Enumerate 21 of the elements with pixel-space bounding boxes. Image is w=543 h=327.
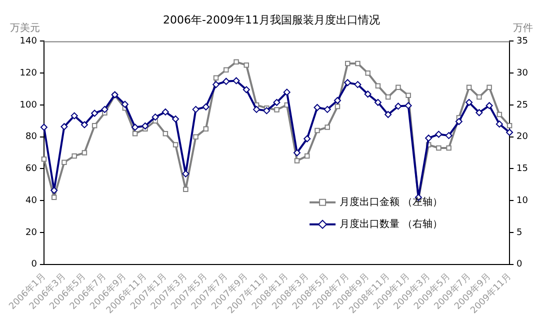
y-tick-label: 0 [31,260,38,270]
legend-label: 月度出口数量 （右轴） [340,218,443,230]
y2-tick-label: 15 [516,164,528,174]
y-tick-label: 80 [26,132,38,142]
y2-tick-label: 10 [516,196,528,206]
y-tick-label: 100 [20,100,38,110]
y-tick-label: 140 [20,36,38,47]
y-tick-label: 60 [26,164,38,174]
y2-tick-label: 20 [516,132,528,142]
y2-tick-label: 25 [516,100,528,110]
y-axis-title: 万美元 [10,22,40,34]
chart-title: 2006年-2009年11月我国服装月度出口情况 [163,13,380,26]
y-tick-label: 20 [26,228,38,238]
y-tick-label: 120 [20,68,38,78]
y2-tick-label: 35 [516,36,528,47]
y-tick-label: 40 [26,196,38,206]
legend-label: 月度出口金额 （左轴） [340,196,443,208]
y2-tick-label: 5 [516,228,522,238]
y2-axis-title: 万件 [513,22,533,34]
y2-tick-label: 0 [516,260,523,270]
y2-tick-label: 30 [516,68,528,78]
